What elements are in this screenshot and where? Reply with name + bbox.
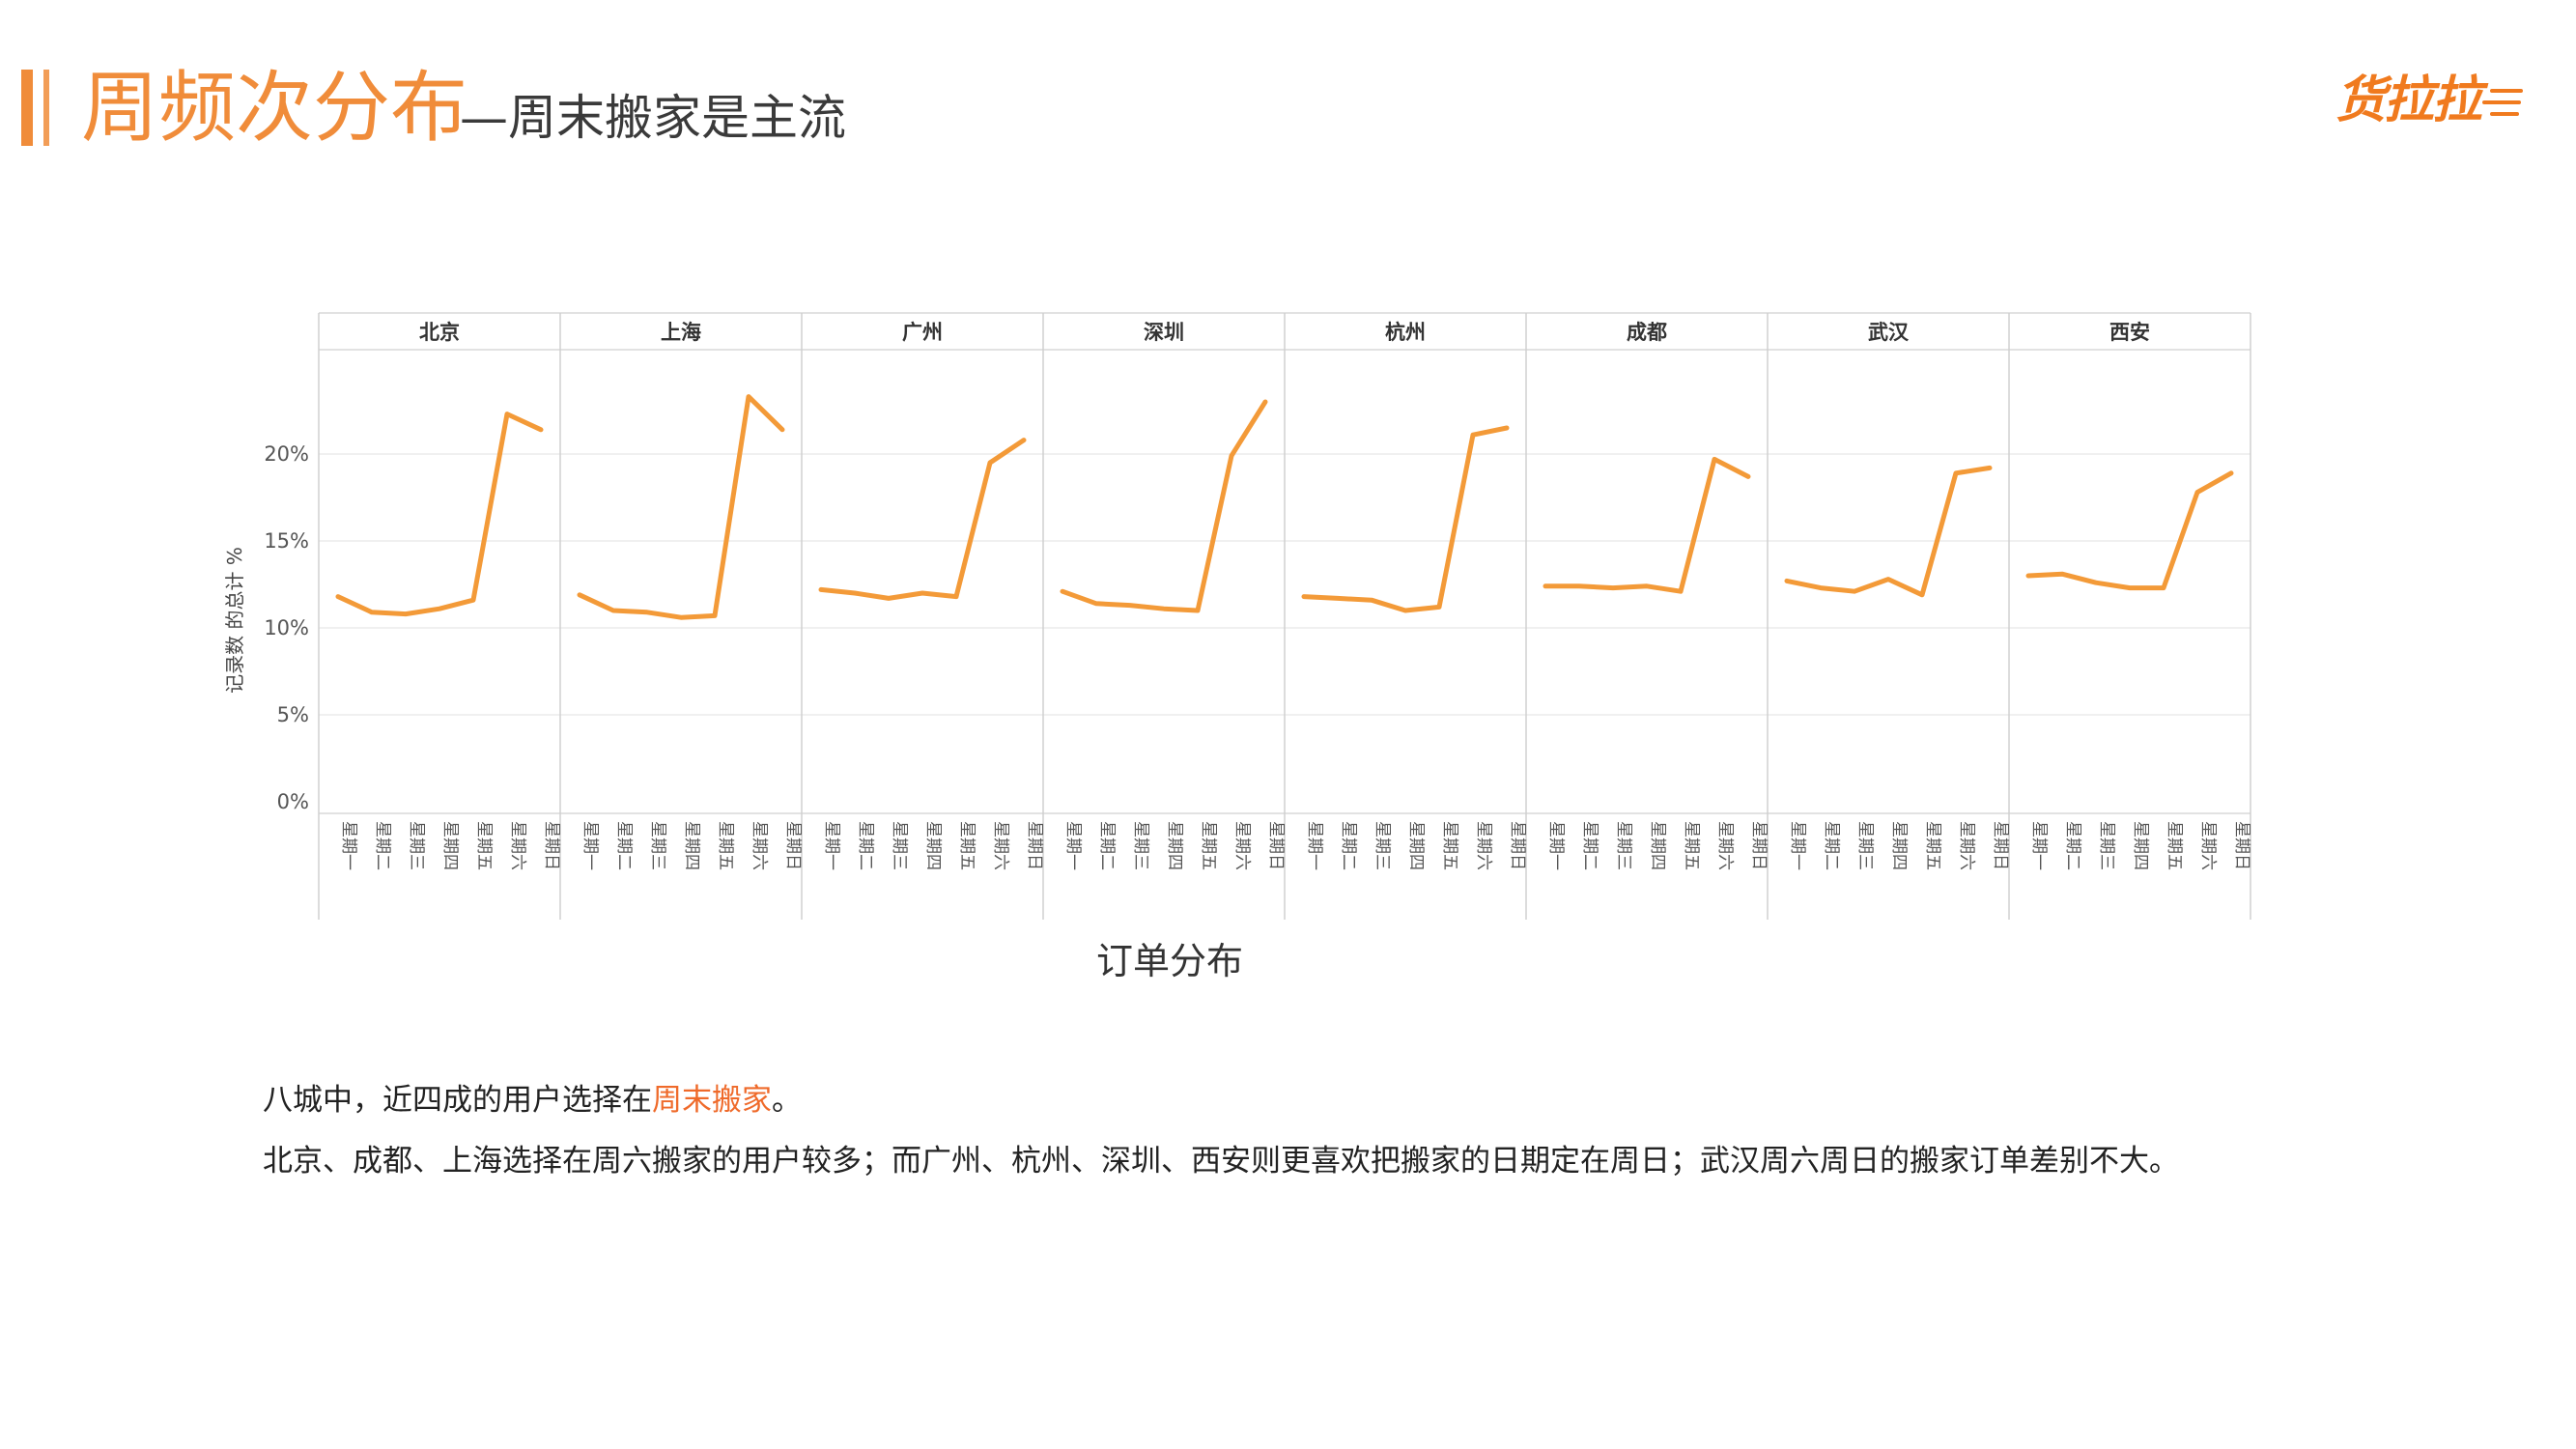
y-tick-label: 0% (277, 790, 309, 813)
x-tick-label: 星期一 (339, 821, 358, 870)
panel-title: 杭州 (1385, 321, 1426, 344)
panel-title: 广州 (902, 321, 943, 344)
summary-paragraph-2: 北京、成都、上海选择在周六搬家的用户较多；而广州、杭州、深圳、西安则更喜欢把搬家… (263, 1144, 2179, 1179)
summary-highlight: 周末搬家 (652, 1083, 772, 1118)
panel-title: 深圳 (1144, 321, 1184, 344)
x-tick-label: 星期日 (1749, 821, 1769, 870)
x-tick-label: 星期三 (1131, 821, 1150, 870)
x-tick-label: 星期三 (407, 821, 426, 870)
weekly-order-chart: 0%5%10%15%20%记录数 的总计 %北京星期一 星期二 星期三 星期四 星期五星… (223, 312, 2251, 920)
x-tick-label: 星期一 (580, 821, 600, 870)
x-tick-label: 星期二 (373, 821, 392, 870)
x-tick-label: 星期五 (1440, 821, 1459, 870)
series-line-2 (818, 438, 1027, 601)
x-tick-label: 星期三 (2097, 821, 2116, 870)
page-subtitle: —周末搬家是主流 (460, 90, 846, 146)
brand-logo-text: 货拉拉 (2335, 71, 2482, 129)
logo-speed-line (2490, 112, 2519, 116)
x-tick-label: 星期二 (856, 821, 875, 870)
x-tick-label: 星期二 (1822, 821, 1841, 870)
x-tick-label: 星期四 (2131, 821, 2150, 870)
series-line-0 (335, 412, 544, 617)
x-tick-label: 星期一 (1305, 821, 1324, 870)
series-line-5 (1543, 456, 1751, 594)
x-tick-label: 星期三 (1614, 821, 1633, 870)
x-tick-label: 星期三 (890, 821, 909, 870)
x-tick-label: 星期五 (2165, 821, 2184, 870)
x-tick-label: 星期二 (1339, 821, 1358, 870)
x-tick-label: 星期五 (716, 821, 735, 870)
x-tick-label: 星期日 (1991, 821, 2010, 870)
x-tick-label: 星期五 (1682, 821, 1701, 870)
y-axis-label: 记录数 的总计 % (223, 547, 246, 694)
x-tick-label: 星期五 (957, 821, 977, 870)
series-line-1 (577, 394, 785, 620)
series-line-3 (1060, 399, 1268, 613)
x-tick-label: 星期一 (1788, 821, 1807, 870)
y-tick-label: 5% (277, 703, 309, 726)
chart-caption: 订单分布 (1096, 940, 1244, 982)
y-tick-label: 15% (264, 529, 309, 553)
x-tick-label: 星期四 (1648, 821, 1667, 870)
x-tick-label: 星期二 (614, 821, 634, 870)
x-tick-label: 星期六 (1474, 821, 1493, 870)
x-tick-label: 星期日 (783, 821, 803, 870)
summary-text-end: 。 (772, 1083, 802, 1118)
x-tick-label: 星期四 (682, 821, 701, 870)
x-tick-label: 星期一 (2029, 821, 2049, 870)
title-accent-bar-thin (43, 70, 49, 146)
summary-text: 八城中，近四成的用户选择在 (263, 1083, 652, 1118)
x-tick-label: 星期六 (508, 821, 527, 870)
x-tick-label: 星期四 (1889, 821, 1909, 870)
panel-title: 武汉 (1868, 321, 1910, 344)
x-tick-label: 星期二 (1580, 821, 1599, 870)
panel-title: 西安 (2109, 321, 2150, 344)
x-tick-label: 星期六 (1232, 821, 1252, 870)
y-tick-label: 10% (264, 616, 309, 639)
brand-logo: 货拉拉 (2328, 68, 2523, 135)
series-line-7 (2025, 470, 2234, 591)
x-tick-label: 星期四 (1406, 821, 1426, 870)
x-tick-label: 星期一 (1546, 821, 1566, 870)
logo-speed-line (2490, 89, 2523, 93)
x-tick-label: 星期六 (2198, 821, 2218, 870)
x-tick-label: 星期二 (1097, 821, 1117, 870)
x-tick-label: 星期二 (2063, 821, 2082, 870)
x-tick-label: 星期日 (2232, 821, 2251, 870)
x-tick-label: 星期日 (1266, 821, 1286, 870)
x-tick-label: 星期三 (1855, 821, 1875, 870)
x-tick-label: 星期六 (1957, 821, 1976, 870)
x-tick-label: 星期五 (474, 821, 494, 870)
x-tick-label: 星期三 (1373, 821, 1392, 870)
x-tick-label: 星期四 (923, 821, 943, 870)
title-accent-bar (21, 70, 33, 146)
x-tick-label: 星期六 (991, 821, 1010, 870)
panel-title: 上海 (661, 321, 701, 344)
x-tick-label: 星期三 (648, 821, 667, 870)
series-line-6 (1784, 465, 1993, 598)
summary-paragraph-1: 八城中，近四成的用户选择在周末搬家。 (263, 1079, 802, 1122)
x-tick-label: 星期一 (822, 821, 841, 870)
x-tick-label: 星期一 (1063, 821, 1083, 870)
x-tick-label: 星期四 (440, 821, 460, 870)
x-tick-label: 星期五 (1923, 821, 1942, 870)
x-tick-label: 星期四 (1165, 821, 1184, 870)
x-tick-label: 星期日 (1025, 821, 1044, 870)
y-tick-label: 20% (264, 442, 309, 466)
x-tick-label: 星期日 (1508, 821, 1527, 870)
logo-speed-line (2482, 100, 2521, 104)
panel-title: 成都 (1627, 321, 1667, 344)
x-tick-label: 星期五 (1199, 821, 1218, 870)
x-tick-label: 星期日 (542, 821, 561, 870)
x-tick-label: 星期六 (1715, 821, 1735, 870)
series-line-4 (1301, 425, 1510, 613)
page-title: 周频次分布 (81, 63, 467, 153)
panel-title: 北京 (419, 321, 460, 344)
x-tick-label: 星期六 (750, 821, 769, 870)
